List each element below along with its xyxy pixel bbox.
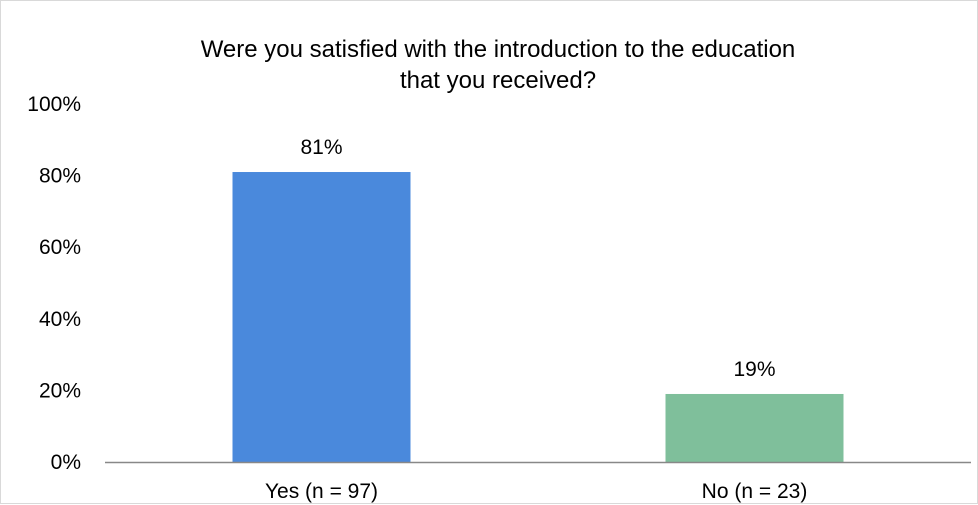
y-tick-label: 80%	[39, 165, 81, 188]
y-tick-label: 0%	[51, 451, 81, 474]
x-category-label: Yes (n = 97)	[265, 480, 378, 503]
bar-value-label: 19%	[733, 358, 775, 381]
bar	[232, 172, 411, 462]
value-labels-group: 81% 19%	[300, 136, 775, 381]
x-axis-labels: Yes (n = 97) No (n = 23)	[265, 480, 807, 503]
x-category-label: No (n = 23)	[702, 480, 808, 503]
y-tick-label: 60%	[39, 236, 81, 259]
bars-group	[232, 172, 844, 462]
chart-title-line-1: Were you satisfied with the introduction…	[201, 36, 796, 63]
y-tick-label: 20%	[39, 379, 81, 402]
y-axis-ticks: 0% 20% 40% 60% 80% 100%	[27, 93, 81, 474]
bar	[665, 393, 844, 462]
chart-title-line-2: that you received?	[400, 67, 596, 94]
y-tick-label: 40%	[39, 308, 81, 331]
bar-value-label: 81%	[300, 136, 342, 159]
y-tick-label: 100%	[27, 93, 81, 116]
